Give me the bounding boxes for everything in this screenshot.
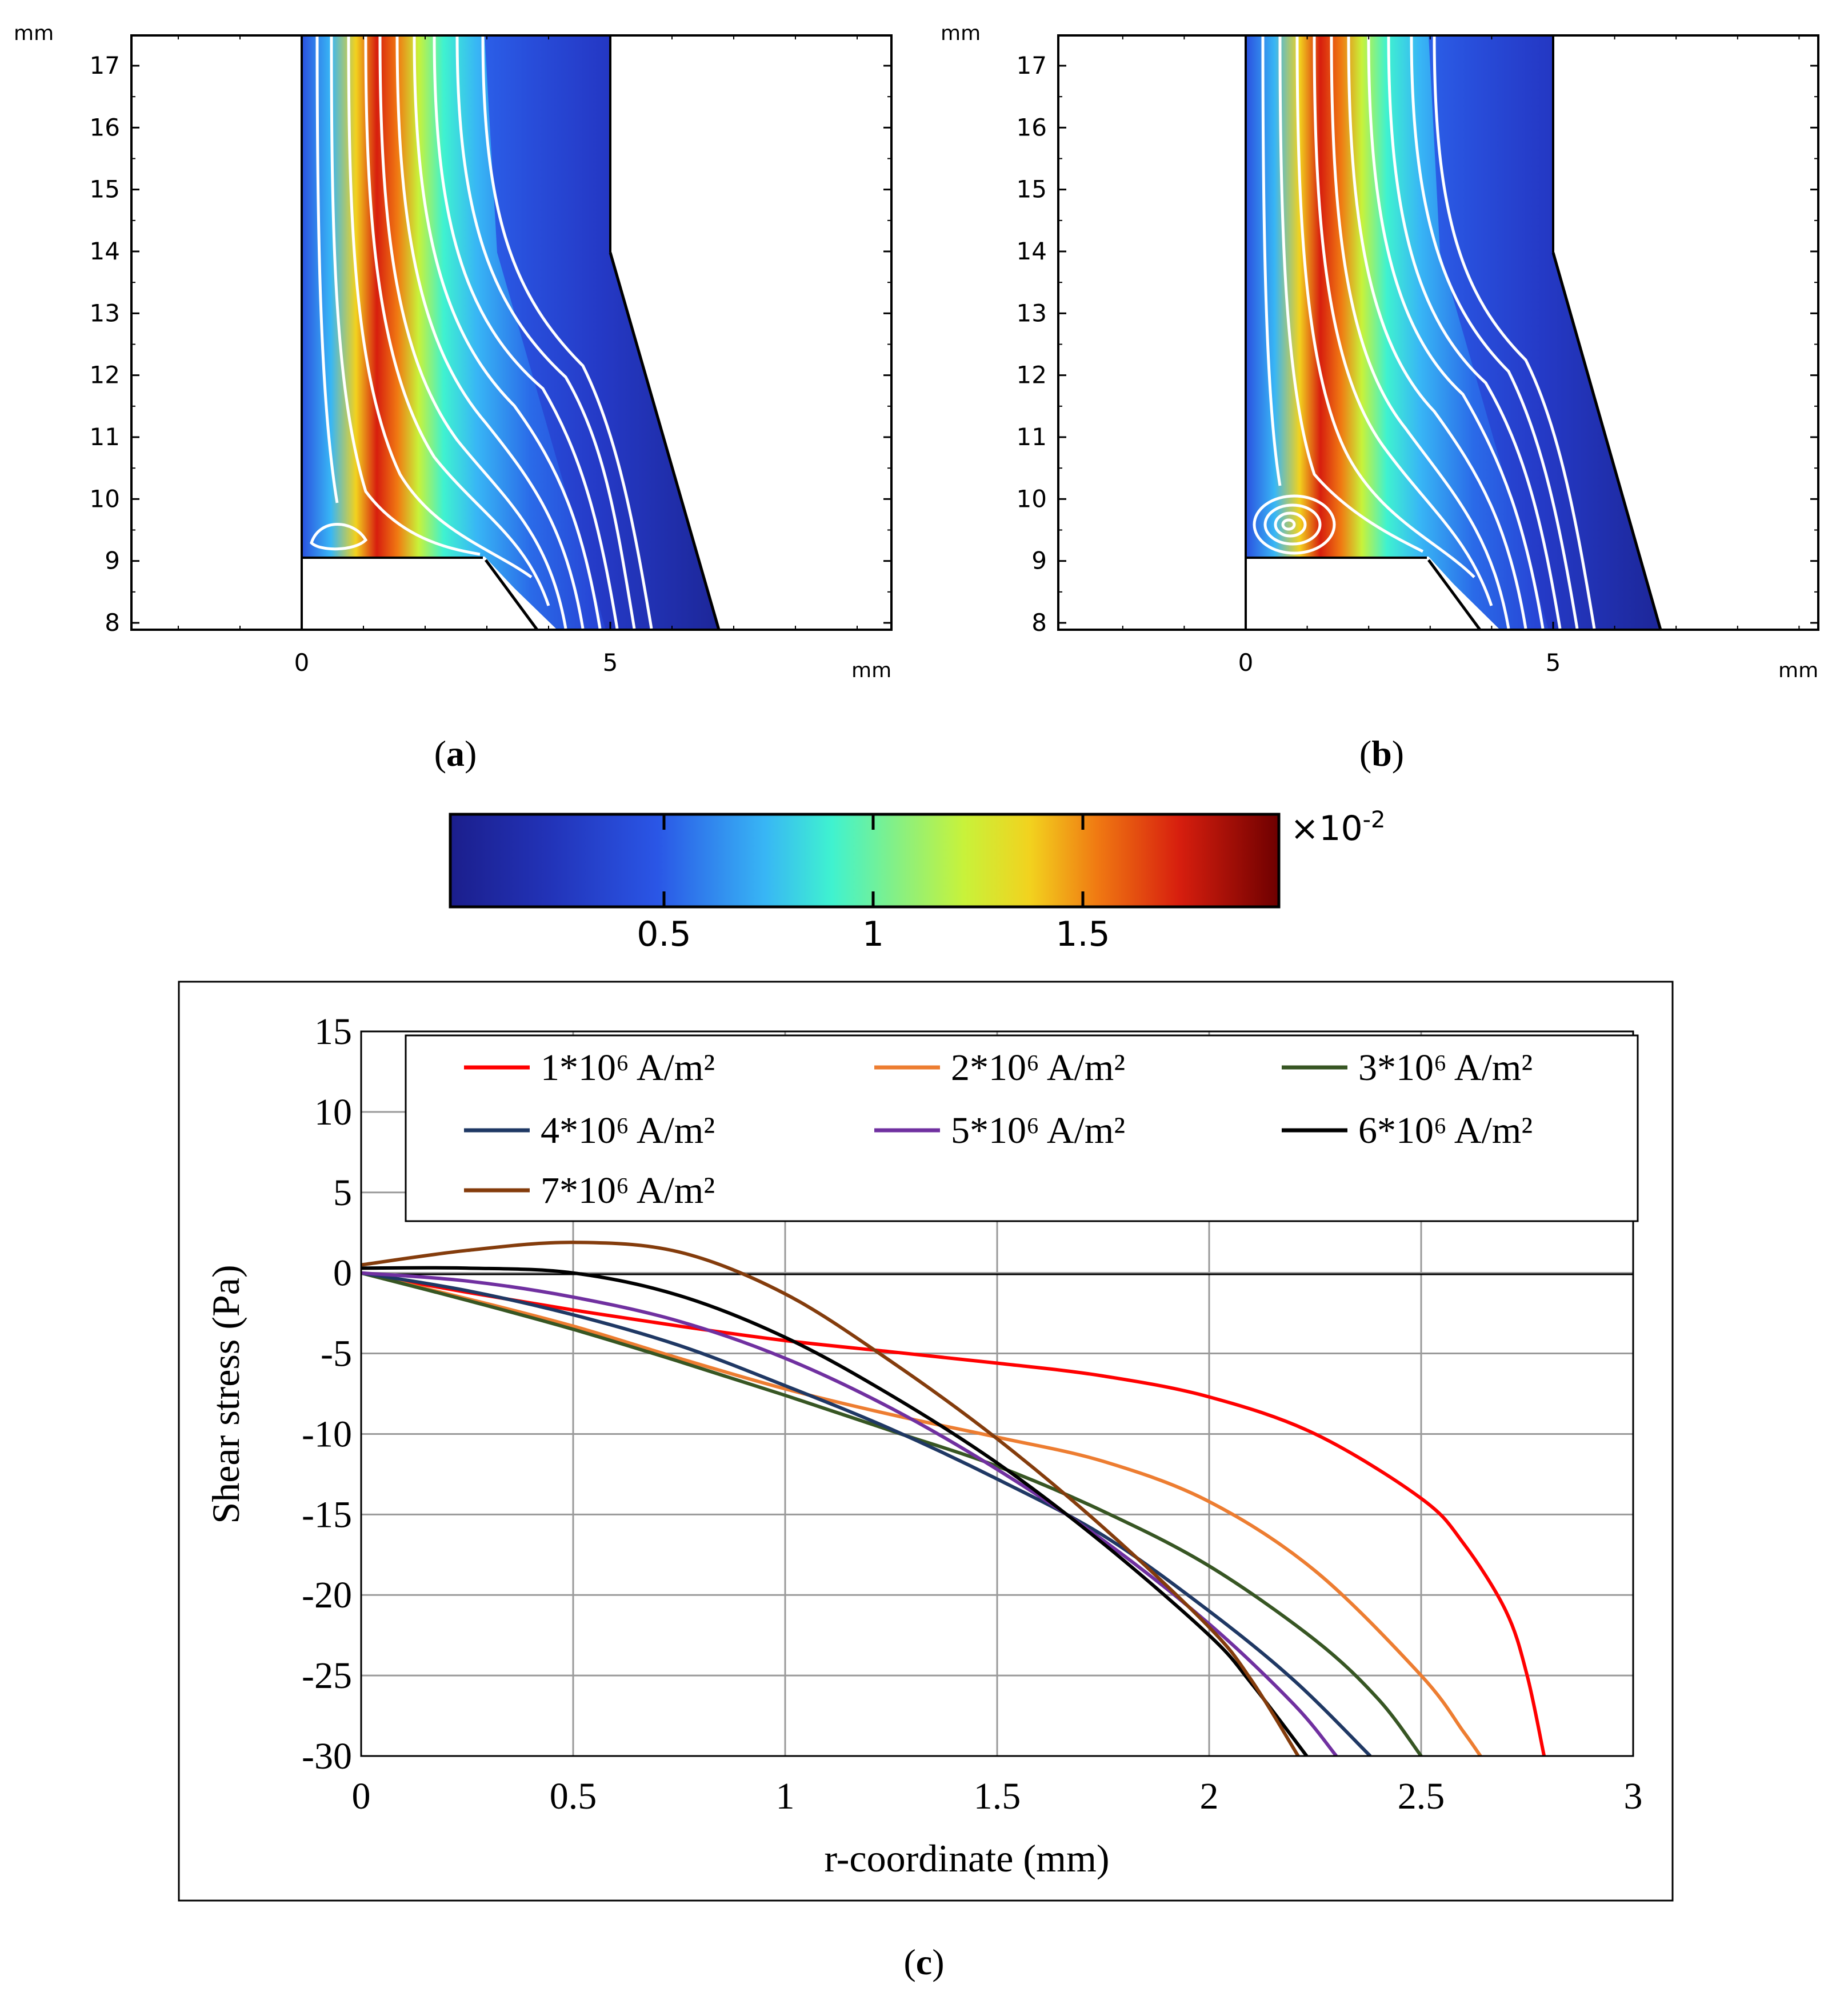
legend-box	[405, 1034, 1639, 1222]
panel-a-streamlines	[310, 35, 653, 629]
panel-c: 0 0.5 1 1.5 2 2.5 3 15 10 5 0 -5 -10 -15 -20 -25 -30 1*1…	[178, 981, 1674, 1982]
x-tick-label: 0	[352, 1775, 371, 1817]
y-tick-label: 5	[333, 1172, 352, 1214]
panel-b-step-block	[1246, 558, 1500, 630]
panel-c-caption: (c)	[903, 1942, 944, 1982]
legend-label-5: 5*10⁶ A/m²	[951, 1110, 1125, 1151]
y-tick-label: 13	[1017, 299, 1047, 327]
legend-label-7: 7*10⁶ A/m²	[541, 1170, 715, 1211]
panel-b-streamlines	[1253, 35, 1596, 629]
y-tick-label: 15	[314, 1011, 352, 1053]
colorbar-ticks: 0.5 1 1.5	[637, 814, 1110, 954]
series-line-3	[361, 1271, 1423, 1756]
colorbar-tick-label: 1.5	[1055, 914, 1110, 954]
panel-b-field	[1245, 35, 1662, 630]
panel-a-step-block	[302, 558, 557, 630]
x-tick-label: 2	[1200, 1775, 1219, 1817]
x-tick-label: 2.5	[1398, 1775, 1445, 1817]
series-line-1	[361, 1271, 1546, 1756]
x-tick-label: 1.5	[974, 1775, 1021, 1817]
y-axis-label: Shear stress (Pa)	[204, 1265, 247, 1523]
colorbar-tick-label: 1	[862, 914, 884, 954]
y-tick-label: 17	[1017, 51, 1047, 79]
series-line-5	[361, 1271, 1338, 1756]
x-tick-label: 5	[603, 649, 618, 677]
y-tick-label: -20	[302, 1574, 352, 1616]
panel-b-y-unit: mm	[941, 22, 981, 45]
x-axis-label: r-coordinate (mm)	[825, 1837, 1110, 1880]
colorbar: 0.5 1 1.5 ×10-2	[449, 807, 1386, 954]
x-tick-label: 3	[1624, 1775, 1643, 1817]
y-tick-label: -25	[302, 1655, 352, 1697]
x-tick-label: 5	[1546, 649, 1561, 677]
legend-label-6: 6*10⁶ A/m²	[1358, 1110, 1533, 1151]
y-tick-label: 9	[105, 547, 120, 575]
legend-label-4: 4*10⁶ A/m²	[541, 1110, 715, 1151]
panel-b-ticks: 17 16 15 14 13 12 11 10 9 8 0 5	[1017, 35, 1818, 677]
y-tick-label: 14	[90, 237, 120, 265]
series-line-4	[361, 1271, 1372, 1756]
legend-label-3: 3*10⁶ A/m²	[1358, 1047, 1533, 1089]
y-tick-label: 12	[1017, 361, 1047, 389]
colorbar-multiplier: ×10-2	[1290, 807, 1386, 849]
y-tick-label: 15	[1017, 175, 1047, 203]
y-tick-label: -5	[321, 1333, 352, 1375]
y-tick-label: 17	[90, 51, 120, 79]
panel-c-series	[361, 1241, 1546, 1756]
y-tick-label: 10	[1017, 485, 1047, 513]
panel-c-tick-labels: 0 0.5 1 1.5 2 2.5 3 15 10 5 0 -5 -10 -15 -20 -25 -30	[302, 1011, 1642, 1817]
colorbar-gradient	[449, 813, 1281, 909]
panel-a-x-unit: mm	[851, 659, 891, 682]
series-line-7	[361, 1241, 1300, 1756]
y-tick-label: -30	[302, 1735, 352, 1777]
panel-a: 17 16 15 14 13 12 11 10 9 8 0 5 mm mm (a)	[14, 22, 893, 774]
legend-label-1: 1*10⁶ A/m²	[541, 1047, 715, 1089]
y-tick-label: 12	[90, 361, 120, 389]
panel-a-frame	[130, 34, 893, 631]
y-tick-label: 8	[1031, 609, 1047, 637]
y-tick-label: 10	[90, 485, 120, 513]
panel-a-ticks: 17 16 15 14 13 12 11 10 9 8 0 5	[90, 35, 891, 677]
panel-c-outer-frame	[178, 981, 1674, 1902]
y-tick-label: 8	[105, 609, 120, 637]
y-tick-label: 11	[90, 423, 120, 451]
y-tick-label: 13	[90, 299, 120, 327]
panel-c-plot-frame	[360, 1030, 1634, 1757]
panel-a-field	[301, 35, 721, 630]
legend: 1*10⁶ A/m² 2*10⁶ A/m² 3*10⁶ A/m² 4*10⁶ A/m²…	[464, 1047, 1533, 1211]
panel-a-outer-channel	[485, 35, 719, 630]
colorbar-tick-label: 0.5	[637, 914, 691, 954]
series-line-6	[361, 1266, 1309, 1756]
panel-a-caption: (a)	[434, 733, 477, 774]
panel-b-frame	[1057, 34, 1819, 631]
x-tick-label: 0.5	[550, 1775, 597, 1817]
y-tick-label: -15	[302, 1494, 352, 1535]
y-tick-label: 10	[314, 1091, 352, 1133]
panel-b-x-unit: mm	[1778, 659, 1818, 682]
y-tick-label: 9	[1031, 547, 1047, 575]
x-tick-label: 0	[1238, 649, 1254, 677]
panel-b-caption: (b)	[1359, 733, 1404, 774]
y-tick-label: 15	[90, 175, 120, 203]
x-tick-label: 1	[776, 1775, 795, 1817]
x-tick-label: 0	[294, 649, 310, 677]
y-tick-label: 14	[1017, 237, 1047, 265]
legend-label-2: 2*10⁶ A/m²	[951, 1047, 1125, 1089]
y-tick-label: 16	[1017, 113, 1047, 141]
panel-a-y-unit: mm	[14, 22, 54, 45]
y-tick-label: -10	[302, 1413, 352, 1455]
y-tick-label: 16	[90, 113, 120, 141]
y-tick-label: 11	[1017, 423, 1047, 451]
panel-b: 17 16 15 14 13 12 11 10 9 8 0 5 mm mm (b)	[941, 22, 1819, 774]
y-tick-label: 0	[333, 1253, 352, 1294]
panel-b-outer-channel	[1429, 35, 1661, 630]
